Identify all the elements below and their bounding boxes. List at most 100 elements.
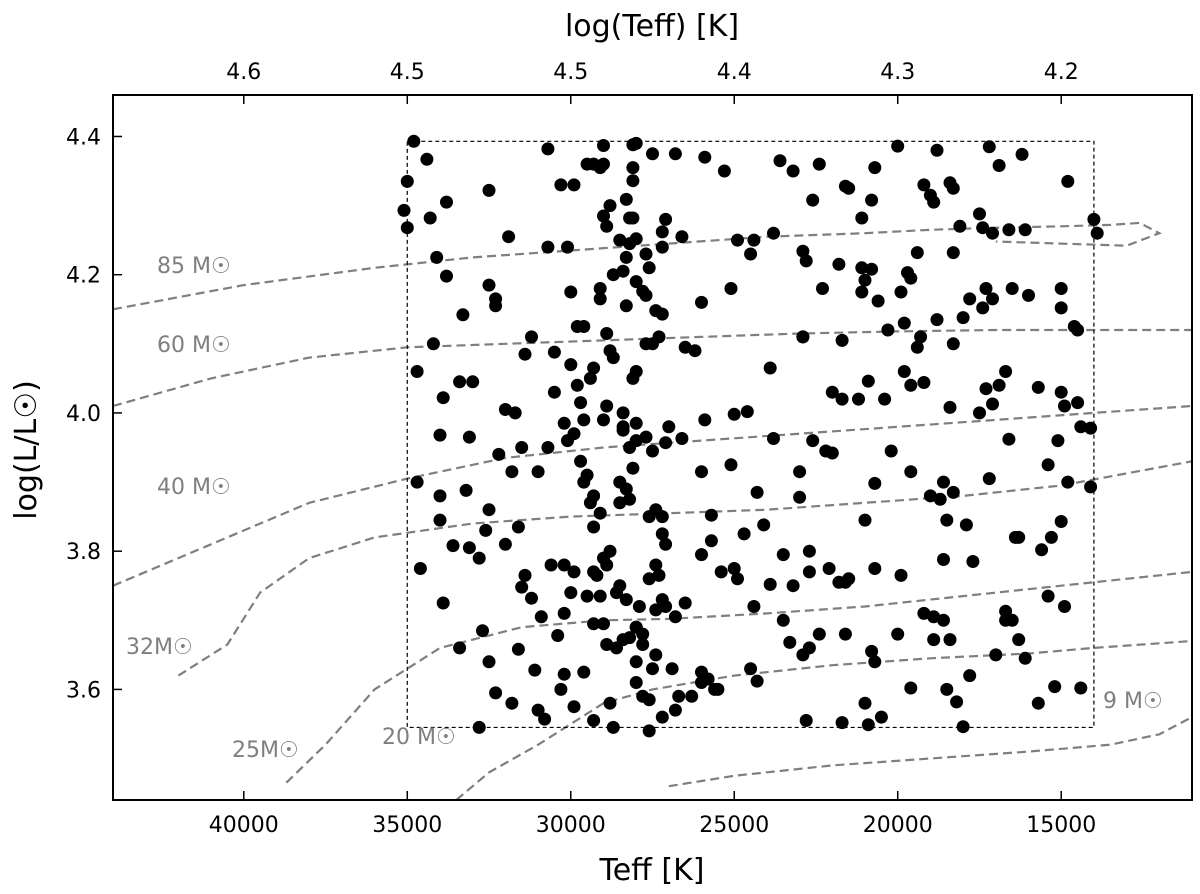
scatter-point	[802, 544, 816, 558]
scatter-point	[456, 308, 470, 322]
scatter-point	[897, 365, 911, 378]
scatter-point	[953, 219, 967, 233]
scatter-point	[613, 496, 627, 510]
scatter-point	[976, 221, 990, 235]
scatter-point	[629, 275, 643, 289]
scatter-point	[561, 434, 574, 448]
scatter-point	[397, 203, 411, 217]
scatter-point	[871, 294, 885, 308]
scatter-point	[528, 663, 542, 677]
scatter-point	[1074, 681, 1088, 695]
scatter-point	[603, 199, 617, 213]
scatter-point	[597, 413, 610, 427]
scatter-point	[587, 157, 601, 171]
scatter-point	[695, 665, 708, 679]
scatter-point	[989, 648, 1003, 662]
scatter-point	[623, 237, 637, 251]
scatter-point	[868, 562, 882, 575]
scatter-point	[619, 250, 633, 264]
scatter-point	[668, 147, 682, 161]
scatter-point	[593, 506, 607, 520]
scatter-point	[956, 720, 970, 734]
scatter-point	[835, 716, 849, 730]
scatter-points	[397, 134, 1104, 738]
scatter-point	[587, 520, 601, 534]
scatter-point	[1054, 301, 1068, 315]
top-tick-label: 4.2	[1044, 60, 1079, 85]
scatter-point	[1035, 543, 1049, 557]
scatter-point	[731, 233, 744, 247]
scatter-point	[593, 589, 607, 603]
scatter-point	[662, 420, 676, 434]
y-tick-label: 4.4	[66, 125, 101, 150]
scatter-point	[891, 139, 905, 153]
scatter-point	[717, 164, 731, 178]
scatter-point	[541, 441, 555, 454]
scatter-point	[750, 485, 764, 499]
scatter-point	[868, 161, 882, 175]
scatter-point	[613, 233, 627, 247]
scatter-point	[479, 523, 493, 537]
scatter-point	[832, 257, 846, 271]
y-axis-title: log(L/L☉)	[9, 380, 44, 520]
scatter-point	[629, 136, 643, 150]
scatter-point	[878, 392, 892, 406]
scatter-point	[525, 330, 538, 344]
scatter-point	[668, 703, 682, 717]
scatter-point	[937, 553, 950, 566]
scatter-point	[1054, 385, 1068, 399]
scatter-point	[619, 192, 633, 206]
scatter-point	[910, 340, 924, 354]
scatter-point	[577, 413, 591, 427]
scatter-point	[597, 617, 610, 631]
scatter-point	[410, 475, 424, 489]
scatter-point	[802, 565, 816, 579]
scatter-point	[551, 629, 565, 642]
scatter-point	[436, 596, 450, 610]
scatter-point	[943, 633, 957, 647]
scatter-point	[593, 292, 607, 306]
scatter-point	[678, 596, 692, 610]
scatter-point	[626, 461, 640, 475]
track-label-6: 9 M☉	[1103, 689, 1163, 714]
scatter-point	[946, 337, 960, 351]
plot-frame	[112, 94, 1193, 801]
x-tick-label: 25000	[699, 813, 769, 838]
scatter-point	[992, 378, 1006, 392]
scatter-point	[904, 465, 918, 479]
scatter-point	[531, 465, 545, 479]
scatter-point	[603, 544, 617, 558]
scatter-point	[923, 489, 937, 503]
scatter-point	[567, 700, 581, 714]
scatter-point	[999, 365, 1013, 378]
scatter-point	[623, 492, 637, 506]
scatter-point	[668, 610, 682, 624]
scatter-point	[868, 655, 882, 669]
scatter-point	[600, 399, 614, 413]
scatter-point	[802, 641, 816, 655]
scatter-point	[1041, 458, 1055, 472]
scatter-point	[489, 686, 503, 700]
scatter-point	[619, 299, 633, 313]
scatter-point	[554, 682, 568, 696]
y-tick-label: 3.8	[66, 540, 101, 565]
scatter-point	[498, 403, 512, 416]
scatter-point	[868, 476, 882, 490]
scatter-point	[642, 724, 656, 738]
scatter-point	[858, 696, 872, 710]
scatter-point	[557, 667, 571, 681]
scatter-point	[541, 142, 555, 156]
scatter-point	[858, 273, 872, 287]
scatter-point	[659, 436, 673, 450]
scatter-point	[773, 154, 787, 168]
x-tick-label: 15000	[1026, 813, 1096, 838]
scatter-point	[986, 226, 999, 240]
scatter-point	[744, 662, 758, 676]
scatter-point	[420, 152, 434, 166]
scatter-point	[1044, 530, 1058, 544]
scatter-point	[1058, 399, 1071, 413]
scatter-point	[946, 181, 960, 195]
scatter-point	[946, 246, 960, 260]
scatter-point	[959, 518, 973, 532]
scatter-point	[999, 613, 1013, 627]
